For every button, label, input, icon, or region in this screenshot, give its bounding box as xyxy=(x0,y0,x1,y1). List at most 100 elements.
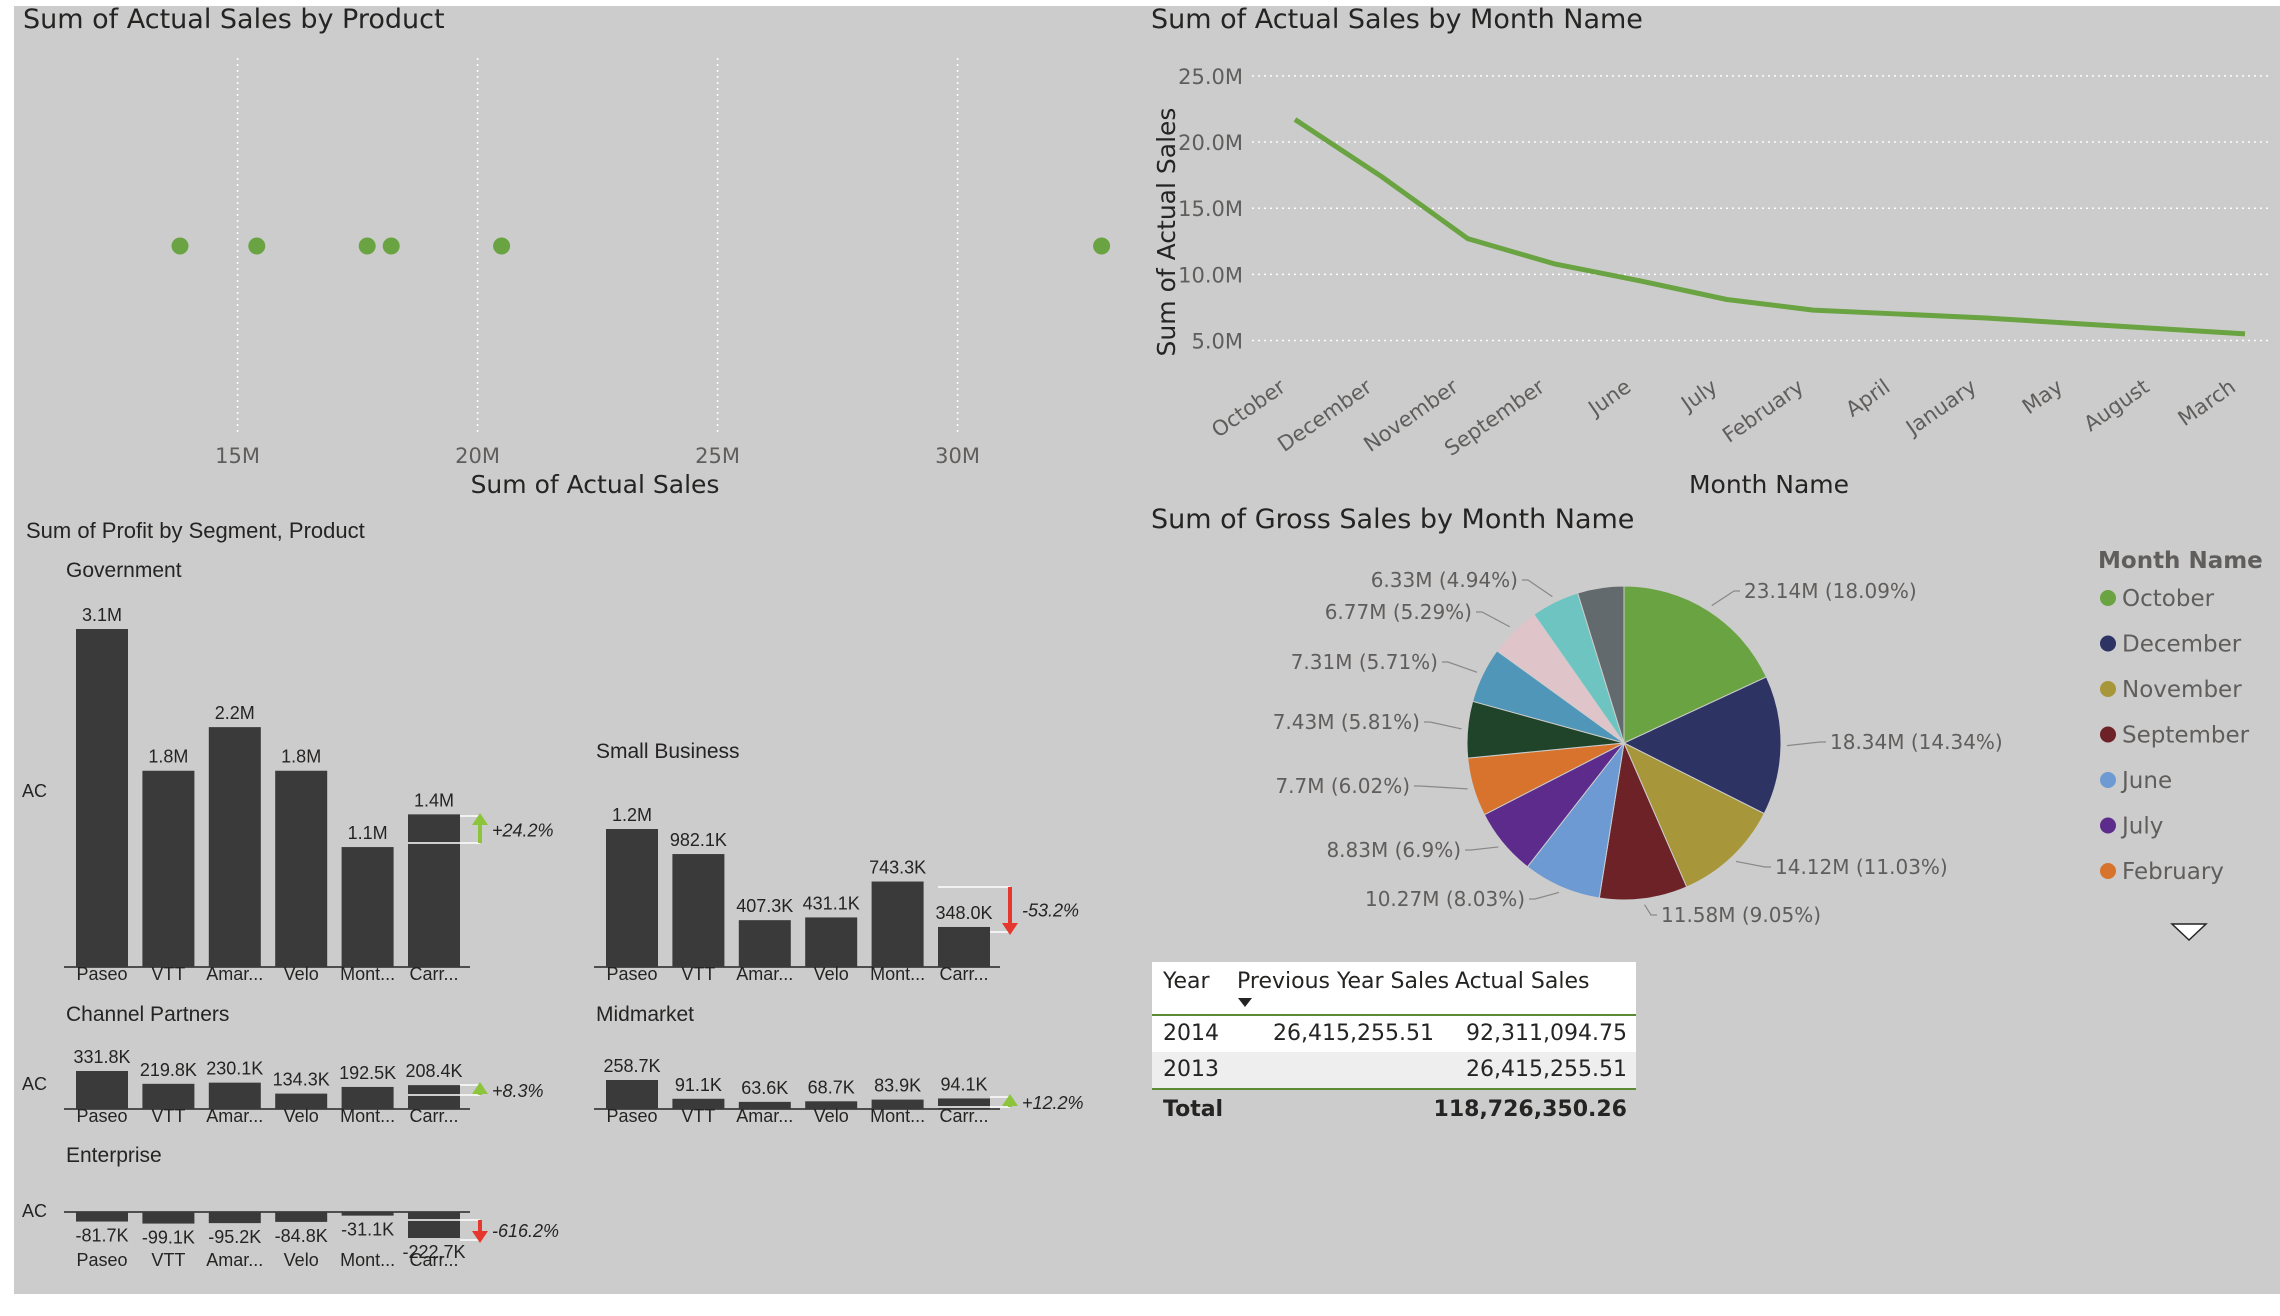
scatter-point xyxy=(493,237,511,255)
segment-title: Government xyxy=(66,559,182,582)
profit-panel xyxy=(14,518,1142,1294)
profit-data-label: -99.1K xyxy=(142,1228,195,1248)
legend-scroll-down-icon[interactable] xyxy=(2170,923,2208,942)
profit-bar xyxy=(76,1212,128,1222)
sales-table: Year Previous Year Sales Actual Sales 20… xyxy=(1152,962,1636,1128)
header-year[interactable]: Year xyxy=(1163,969,1210,994)
pie-data-label: 11.58M (9.05%) xyxy=(1661,903,1821,927)
profit-category-label: Mont... xyxy=(340,964,395,984)
profit-bar xyxy=(805,1101,858,1109)
pie-leader-line xyxy=(1476,611,1511,628)
pie-data-label: 7.31M (5.71%) xyxy=(1291,650,1438,674)
profit-data-label: -95.2K xyxy=(208,1227,261,1247)
profit-data-label: 134.3K xyxy=(273,1070,330,1090)
legend-marker xyxy=(2100,681,2116,697)
ac-label: AC xyxy=(22,781,47,801)
pie-leader-line xyxy=(1465,846,1499,851)
pie-leader-line xyxy=(1735,860,1771,868)
total-value: 118,726,350.26 xyxy=(1433,1097,1627,1122)
cell-actual-sales: 26,415,255.51 xyxy=(1466,1057,1627,1082)
scatter-point xyxy=(248,237,266,255)
profit-data-label: 407.3K xyxy=(736,896,793,916)
line-panel xyxy=(1142,6,2280,502)
pie-data-label: 8.83M (6.9%) xyxy=(1326,838,1461,862)
delta-label: +12.2% xyxy=(1022,1093,1084,1113)
profit-bar xyxy=(938,926,990,967)
profit-data-label: 348.0K xyxy=(935,903,992,923)
pie-leader-line xyxy=(1529,891,1560,900)
profit-category-label: Velo xyxy=(284,1106,319,1126)
scatter-xlabel: Sum of Actual Sales xyxy=(471,470,720,499)
profit-data-label: 258.7K xyxy=(603,1056,660,1076)
pie-leader-line xyxy=(1711,590,1740,607)
pie-leader-line xyxy=(1644,904,1657,916)
profit-category-label: Carr... xyxy=(409,964,458,984)
profit-data-label: -81.7K xyxy=(75,1226,128,1246)
ac-label: AC xyxy=(22,1074,47,1094)
cell-actual-sales: 92,311,094.75 xyxy=(1466,1021,1627,1046)
profit-data-label: 91.1K xyxy=(675,1075,722,1095)
profit-bar xyxy=(738,920,791,967)
profit-data-label: 68.7K xyxy=(808,1077,855,1097)
profit-category-label: VTT xyxy=(681,964,715,984)
profit-category-label: Paseo xyxy=(606,1106,657,1126)
total-label: Total xyxy=(1163,1097,1224,1122)
profit-bar xyxy=(275,1093,328,1109)
profit-bar xyxy=(805,917,858,967)
table-row: 2014 26,415,255.51 92,311,094.75 xyxy=(1152,1016,1636,1052)
profit-category-label: Amar... xyxy=(206,1106,263,1126)
delta-arrow-head xyxy=(472,1231,488,1243)
profit-category-label: Mont... xyxy=(340,1250,395,1270)
profit-data-label: 1.2M xyxy=(612,805,652,825)
header-previous-year-sales[interactable]: Previous Year Sales xyxy=(1237,969,1450,994)
segment-title: Midmarket xyxy=(596,1003,694,1026)
profit-data-label: 1.1M xyxy=(348,823,388,843)
profit-category-label: Mont... xyxy=(870,964,925,984)
pie-leader-line xyxy=(1442,661,1478,673)
delta-arrow-head xyxy=(1002,1094,1018,1106)
cell-year: 2014 xyxy=(1163,1021,1219,1046)
legend-item: February xyxy=(2122,859,2224,885)
legend-marker xyxy=(2100,817,2116,834)
pie-leader-line xyxy=(1424,721,1462,730)
profit-category-label: Paseo xyxy=(606,964,657,984)
profit-category-label: Velo xyxy=(284,964,319,984)
header-actual-sales[interactable]: Actual Sales xyxy=(1455,969,1590,994)
segment-title: Enterprise xyxy=(66,1144,162,1167)
legend-item: December xyxy=(2122,632,2242,658)
profit-category-label: Paseo xyxy=(76,1250,127,1270)
profit-data-label: -84.8K xyxy=(275,1226,328,1246)
legend-item: September xyxy=(2122,723,2250,749)
profit-bar xyxy=(606,1080,658,1109)
profit-category-label: VTT xyxy=(151,1106,185,1126)
profit-category-label: VTT xyxy=(681,1106,715,1126)
profit-category-label: Amar... xyxy=(206,1250,263,1270)
profit-bar xyxy=(76,1071,128,1109)
pie-data-label: 14.12M (11.03%) xyxy=(1775,855,1948,879)
legend-item: June xyxy=(2120,768,2172,794)
profit-bar xyxy=(672,1098,725,1109)
scatter-title: Sum of Actual Sales by Product xyxy=(23,4,445,35)
pie-slice xyxy=(1622,676,1782,815)
profit-bar xyxy=(275,770,328,967)
legend-item: November xyxy=(2122,677,2242,703)
delta-label: +8.3% xyxy=(492,1081,544,1101)
pie-legend-title: Month Name xyxy=(2098,548,2263,574)
delta-label: -616.2% xyxy=(492,1221,559,1241)
line-y-tick: 25.0M xyxy=(1178,65,1243,89)
scatter-point xyxy=(358,237,376,255)
line-title: Sum of Actual Sales by Month Name xyxy=(1151,4,1643,35)
profit-bar xyxy=(142,1083,195,1109)
scatter-point xyxy=(1093,237,1111,255)
segment-title: Channel Partners xyxy=(66,1003,229,1026)
scatter-x-tick: 25M xyxy=(695,444,740,468)
profit-bar xyxy=(738,1101,791,1109)
sort-desc-icon[interactable] xyxy=(1238,998,1252,1007)
line-y-tick: 10.0M xyxy=(1178,263,1243,287)
profit-category-label: Carr... xyxy=(409,1106,458,1126)
profit-category-label: Velo xyxy=(284,1250,319,1270)
scatter-x-tick: 15M xyxy=(215,444,260,468)
table-row: 2013 26,415,255.51 xyxy=(1152,1052,1636,1090)
